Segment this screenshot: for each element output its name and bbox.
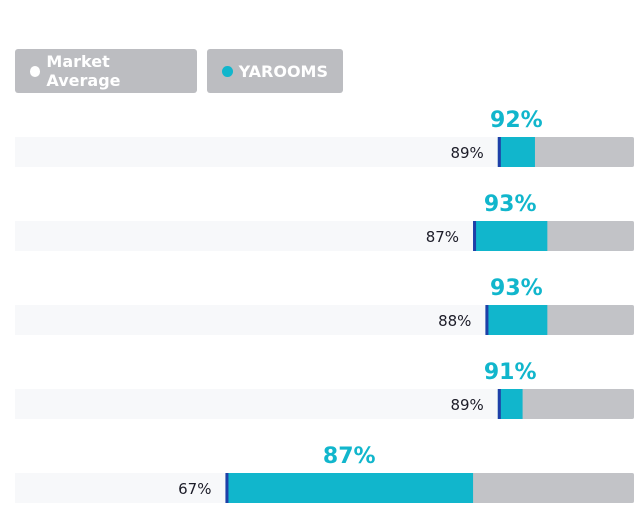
market-marker (497, 389, 501, 419)
bar-yarooms (473, 221, 548, 251)
market-average-label: 89% (450, 144, 483, 162)
market-average-dot-icon (30, 65, 41, 77)
legend: Market Average YAROOMS (15, 49, 343, 93)
yarooms-label: 91% (484, 360, 537, 385)
market-average-label: 67% (178, 480, 211, 498)
yarooms-label: 92% (490, 108, 543, 133)
legend-yarooms-label: YAROOMS (238, 61, 328, 81)
market-marker (473, 221, 477, 251)
bar-yarooms (497, 137, 535, 167)
yarooms-label: 87% (323, 444, 376, 469)
bar-yarooms (485, 305, 548, 335)
yarooms-label: 93% (484, 192, 537, 217)
bar-market-remainder (497, 389, 634, 419)
market-marker (497, 137, 501, 167)
yarooms-label: 93% (490, 276, 543, 301)
bar-yarooms (225, 473, 474, 503)
legend-yarooms[interactable]: YAROOMS (207, 49, 343, 93)
market-marker (485, 305, 489, 335)
bar-yarooms (497, 389, 523, 419)
yarooms-dot-icon (222, 65, 233, 77)
market-average-label: 88% (438, 312, 471, 330)
legend-market-average-label: Market Average (46, 52, 121, 90)
legend-market-average[interactable]: Market Average (15, 49, 197, 93)
market-average-label: 87% (426, 228, 459, 246)
market-average-label: 89% (450, 396, 483, 414)
market-marker (225, 473, 229, 503)
